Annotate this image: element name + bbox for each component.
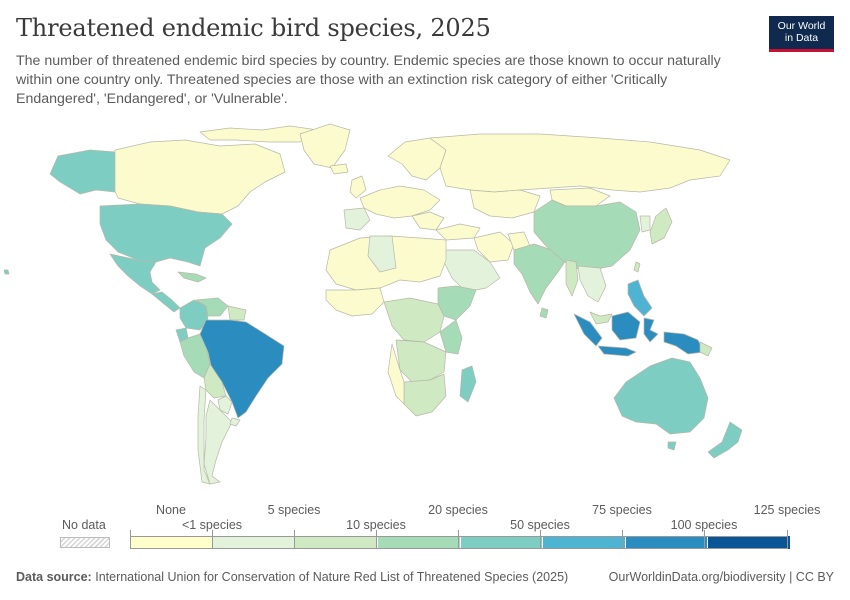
legend-label-5: 5 species — [267, 503, 321, 517]
region-algeria[interactable] — [367, 235, 397, 273]
region-uruguay[interactable] — [229, 417, 241, 427]
region-balkans[interactable] — [411, 211, 445, 231]
region-guianas[interactable] — [227, 305, 247, 321]
legend-bin-none[interactable] — [130, 536, 213, 549]
legend-tick — [787, 530, 788, 549]
region-tasmania[interactable] — [667, 441, 677, 451]
legend-label-100: 100 species — [670, 518, 738, 532]
legend-bin-20[interactable] — [460, 536, 544, 549]
chart-title: Threatened endemic bird species, 2025 — [16, 14, 491, 42]
region-paraguay[interactable] — [217, 395, 233, 415]
legend-tick — [704, 530, 705, 549]
region-venezuela[interactable] — [195, 297, 229, 317]
legend-tick — [622, 530, 623, 549]
footer-link[interactable]: OurWorldinData.org/biodiversity | CC BY — [608, 570, 834, 584]
region-sulawesi[interactable] — [643, 317, 659, 343]
region-uk[interactable] — [349, 175, 367, 199]
legend-bin-lt1[interactable] — [212, 536, 296, 549]
region-myanmar[interactable] — [565, 259, 579, 297]
legend-bin-50[interactable] — [543, 536, 626, 549]
region-malaysia[interactable] — [589, 311, 613, 325]
world-map[interactable] — [0, 120, 850, 500]
region-borneo[interactable] — [611, 311, 641, 341]
region-canada[interactable] — [109, 139, 286, 215]
region-png-east[interactable] — [699, 341, 713, 357]
data-source-label: Data source: — [16, 570, 92, 584]
region-china[interactable] — [533, 199, 641, 271]
data-source: Data source: International Union for Con… — [16, 570, 568, 584]
region-south-central-africa[interactable] — [395, 339, 447, 383]
region-iberia[interactable] — [343, 207, 371, 231]
region-new-zealand[interactable] — [707, 421, 743, 459]
legend-tick — [212, 530, 213, 549]
region-angola-namibia[interactable] — [387, 343, 405, 405]
legend-bin-75[interactable] — [625, 536, 709, 549]
region-taiwan[interactable] — [633, 261, 641, 273]
region-turkey[interactable] — [435, 223, 481, 241]
region-srilanka[interactable] — [539, 307, 549, 319]
region-arabia[interactable] — [443, 249, 501, 293]
region-philippines[interactable] — [627, 279, 653, 317]
region-india[interactable] — [513, 243, 567, 305]
legend-tick — [376, 530, 377, 549]
region-japan[interactable] — [649, 207, 673, 245]
region-west-europe[interactable] — [359, 185, 441, 219]
legend-bin-5[interactable] — [295, 536, 378, 549]
region-korea[interactable] — [639, 215, 651, 233]
region-southern-africa[interactable] — [403, 373, 447, 417]
region-central-africa[interactable] — [383, 297, 445, 343]
chart-subtitle: The number of threatened endemic bird sp… — [16, 53, 721, 107]
region-central-america[interactable] — [151, 291, 181, 313]
legend-label-20: 20 species — [428, 503, 488, 517]
legend-label-none: None — [156, 503, 186, 517]
region-kazakhstan[interactable] — [469, 189, 541, 219]
region-caribbean[interactable] — [177, 271, 207, 283]
region-greenland[interactable] — [299, 123, 351, 169]
legend-tick — [294, 530, 295, 549]
region-new-guinea[interactable] — [663, 331, 705, 355]
logo-line-2: in Data — [784, 32, 819, 44]
region-indochina[interactable] — [577, 265, 607, 303]
legend-tick — [458, 530, 459, 549]
legend-tick — [130, 530, 131, 549]
legend-bin-100[interactable] — [708, 536, 790, 549]
legend-tick — [540, 530, 541, 549]
legend-label-50: 50 species — [510, 518, 570, 532]
region-mexico[interactable] — [109, 253, 161, 295]
region-east-africa[interactable] — [439, 319, 463, 355]
region-java[interactable] — [597, 345, 637, 357]
legend-bin-10[interactable] — [377, 536, 461, 549]
region-iceland[interactable] — [329, 163, 349, 175]
region-sumatra[interactable] — [573, 313, 603, 347]
legend-color-scale — [130, 536, 790, 549]
legend-label-10: 10 species — [346, 518, 406, 532]
legend-no-data-label: No data — [62, 518, 106, 532]
region-scandinavia[interactable] — [387, 137, 447, 181]
region-russia[interactable] — [429, 133, 731, 193]
logo-line-1: Our World — [777, 20, 826, 32]
legend-label-125: 125 species — [753, 503, 821, 517]
region-chile[interactable] — [197, 385, 211, 485]
region-hawaii[interactable] — [3, 269, 10, 275]
region-usa[interactable] — [99, 203, 233, 267]
legend-label-75: 75 species — [592, 503, 652, 517]
region-madagascar[interactable] — [459, 365, 477, 403]
region-australia[interactable] — [613, 357, 709, 435]
legend-no-data-swatch[interactable] — [60, 537, 110, 548]
region-alaska[interactable] — [49, 149, 116, 195]
owid-logo[interactable]: Our World in Data — [769, 16, 834, 52]
legend-label-lt1: <1 species — [181, 518, 243, 532]
region-brazil[interactable] — [199, 319, 285, 419]
region-west-africa[interactable] — [325, 287, 385, 317]
region-iran[interactable] — [473, 231, 515, 263]
data-source-link[interactable]: International Union for Conservation of … — [95, 570, 569, 584]
